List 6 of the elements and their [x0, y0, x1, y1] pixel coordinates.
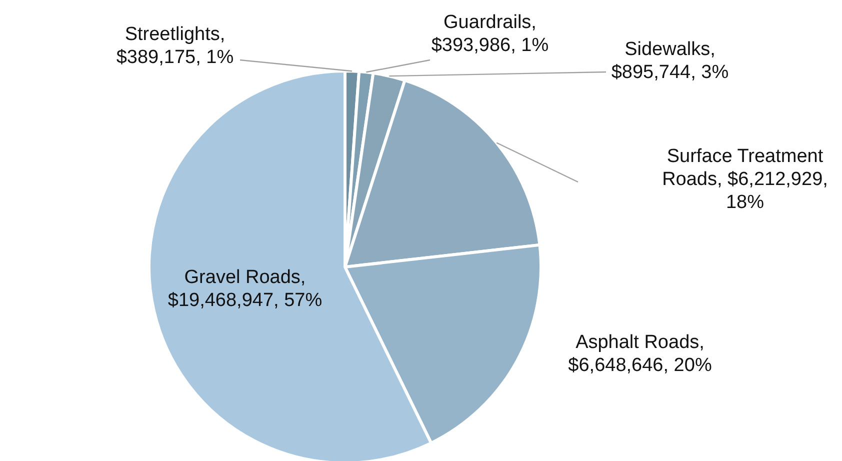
- slice-label: Guardrails, $393,986, 1%: [431, 12, 549, 56]
- slice-label: Gravel Roads, $19,468,947, 57%: [168, 267, 322, 311]
- slice-label: Surface Treatment Roads, $6,212,929, 18%: [662, 146, 828, 213]
- slice-label: Sidewalks, $895,744, 3%: [611, 39, 729, 83]
- slice-label: Streetlights, $389,175, 1%: [116, 24, 234, 68]
- slice-label: Asphalt Roads, $6,648,646, 20%: [568, 332, 712, 376]
